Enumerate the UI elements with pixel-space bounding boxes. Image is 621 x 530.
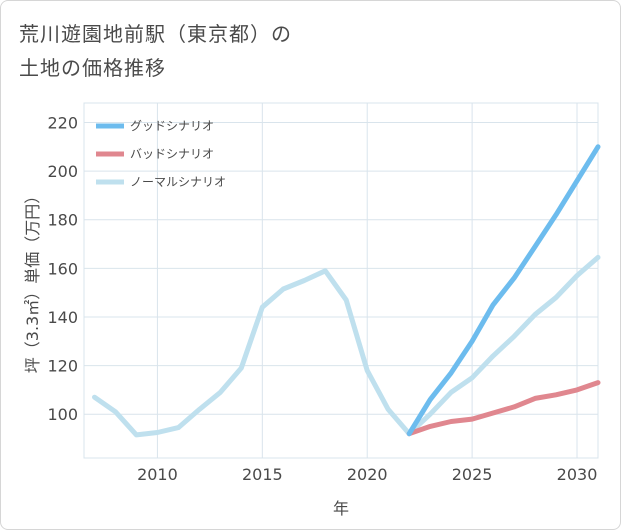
y-tick-label-120: 120 — [47, 357, 78, 376]
x-tick-label-2010: 2010 — [137, 465, 178, 484]
y-tick-label-100: 100 — [47, 405, 78, 424]
x-axis-label: 年 — [333, 499, 349, 518]
x-tick-label-2020: 2020 — [347, 465, 388, 484]
y-tick-label-140: 140 — [47, 308, 78, 327]
x-tick-label-2030: 2030 — [557, 465, 598, 484]
chart-title: 荒川遊園地前駅（東京都）の 土地の価格推移 — [19, 17, 292, 85]
legend-label-0[interactable]: グッドシナリオ — [130, 119, 214, 133]
plot-area-frame — [83, 102, 599, 459]
legend-label-2[interactable]: ノーマルシナリオ — [130, 175, 226, 189]
y-tick-label-180: 180 — [47, 211, 78, 230]
series-line-2 — [92, 254, 601, 438]
legend-label-1[interactable]: バッドシナリオ — [130, 147, 214, 161]
y-tick-label-220: 220 — [47, 113, 78, 132]
y-tick-label-160: 160 — [47, 259, 78, 278]
x-tick-label-2025: 2025 — [452, 465, 493, 484]
y-axis-label: 坪（3.3㎡）単価（万円） — [23, 188, 42, 373]
series-line-1 — [406, 380, 601, 437]
chart-title-line2: 土地の価格推移 — [19, 56, 166, 80]
x-tick-label-2015: 2015 — [242, 465, 283, 484]
series-line-0 — [406, 144, 601, 437]
y-tick-label-200: 200 — [47, 162, 78, 181]
chart-title-line1: 荒川遊園地前駅（東京都）の — [19, 22, 292, 46]
